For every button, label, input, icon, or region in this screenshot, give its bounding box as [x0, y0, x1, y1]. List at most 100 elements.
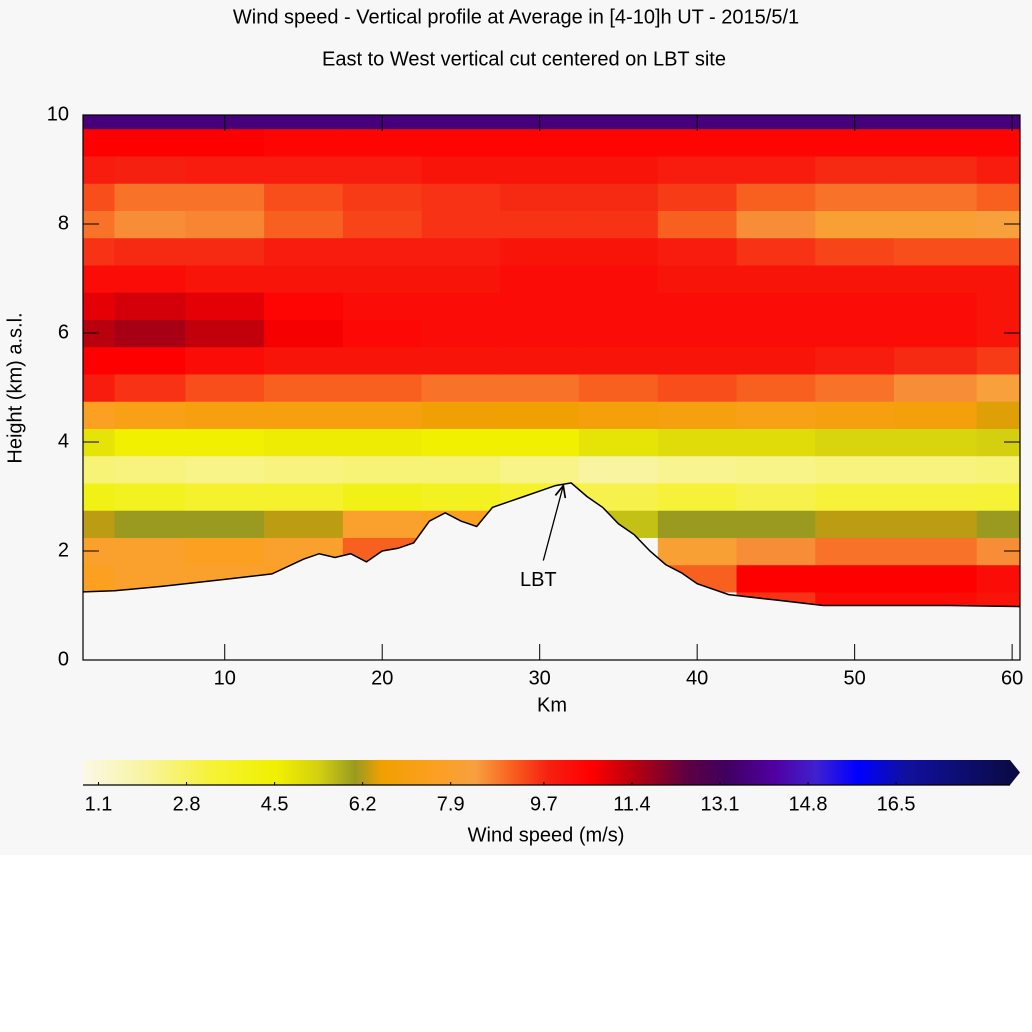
chart-title: Wind speed - Vertical profile at Average… [233, 6, 799, 28]
field-cell [264, 264, 344, 293]
y-tick-label: 2 [58, 539, 69, 561]
field-cell [894, 455, 978, 484]
y-tick-label: 10 [47, 103, 69, 125]
field-cell [894, 428, 978, 457]
field-cell [815, 346, 895, 375]
field-cell [815, 210, 895, 239]
field-cell [579, 401, 659, 429]
field-cell [185, 292, 265, 320]
field-cell [500, 428, 580, 457]
field-cell [342, 346, 423, 375]
field-cell [114, 401, 186, 429]
field-cell [83, 155, 116, 184]
field-cell [264, 401, 344, 429]
field-cell [342, 455, 423, 484]
y-tick-label: 4 [58, 430, 69, 452]
field-cell [342, 183, 423, 211]
field-cell [114, 210, 186, 239]
field-cell [83, 115, 116, 130]
field-cell [342, 155, 423, 184]
field-cell [815, 183, 895, 211]
field-cell [264, 128, 344, 157]
field-cell [114, 482, 186, 511]
field-cell [815, 292, 895, 320]
field-cell [976, 482, 1020, 511]
field-cell [815, 264, 895, 293]
field-cell [264, 510, 344, 538]
colorbar-label: Wind speed (m/s) [468, 824, 625, 846]
field-cell [500, 319, 580, 348]
field-cell [264, 455, 344, 484]
field-cell [185, 401, 265, 429]
field-cell [421, 373, 501, 402]
field-cell [500, 455, 580, 484]
field-cell [83, 455, 116, 484]
field-cell [657, 183, 738, 211]
field-cell [579, 264, 659, 293]
field-cell [185, 482, 265, 511]
field-cell [976, 292, 1020, 320]
field-cell [421, 401, 501, 429]
field-cell [421, 346, 501, 375]
field-cell [815, 537, 895, 566]
field-cell [579, 292, 659, 320]
field-cell [894, 319, 978, 348]
field-cell [815, 237, 895, 266]
field-cell [185, 237, 265, 266]
field-cell [114, 115, 186, 130]
field-cell [83, 510, 116, 538]
field-cell [185, 128, 265, 157]
field-cell [579, 455, 659, 484]
field-cell [421, 428, 501, 457]
field-cell [421, 455, 501, 484]
field-cell [421, 264, 501, 293]
field-cell [185, 510, 265, 538]
field-cell [114, 183, 186, 211]
x-tick-label: 30 [529, 667, 551, 689]
field-cell [185, 537, 265, 566]
field-cell [264, 183, 344, 211]
field-cell [185, 428, 265, 457]
field-cell [185, 210, 265, 239]
field-cell [83, 401, 116, 429]
field-cell [894, 183, 978, 211]
field-cell [185, 264, 265, 293]
field-cell [342, 210, 423, 239]
field-cell [579, 237, 659, 266]
annotation-arrow [542, 486, 563, 561]
field-cell [83, 482, 116, 511]
field-cell [815, 428, 895, 457]
field-cell [736, 537, 816, 566]
field-cell [579, 115, 659, 130]
field-cell [736, 510, 816, 538]
x-tick-label: 50 [844, 667, 866, 689]
field-cell [421, 319, 501, 348]
field-cell [342, 401, 423, 429]
field-cell [657, 319, 738, 348]
field-cell [500, 183, 580, 211]
field-cell [264, 210, 344, 239]
field-cell [657, 237, 738, 266]
field-cell [114, 128, 186, 157]
field-cell [500, 210, 580, 239]
field-cell [342, 510, 423, 538]
field-cell [736, 237, 816, 266]
field-cell [736, 346, 816, 375]
y-tick-label: 8 [58, 212, 69, 234]
field-cell [342, 373, 423, 402]
field-cell [815, 319, 895, 348]
field-cell [264, 155, 344, 184]
y-tick-label: 0 [58, 648, 69, 670]
field-cell [83, 292, 116, 320]
field-cell [736, 373, 816, 402]
colorbar-tick-label: 16.5 [877, 793, 916, 815]
field-cell [976, 346, 1020, 375]
field-cell [976, 237, 1020, 266]
x-tick-label: 20 [371, 667, 393, 689]
field-cell [976, 510, 1020, 538]
field-cell [815, 510, 895, 538]
field-cell [500, 346, 580, 375]
field-cell [114, 510, 186, 538]
field-cell [976, 155, 1020, 184]
field-cell [579, 319, 659, 348]
